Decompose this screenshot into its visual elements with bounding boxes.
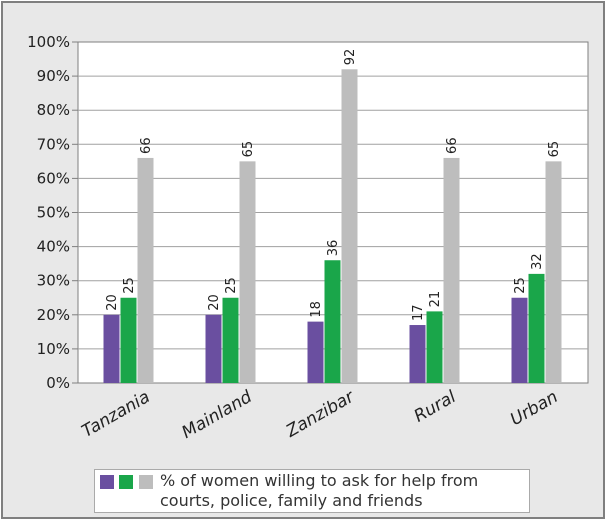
- y-tick-label: 70%: [37, 135, 70, 153]
- bar: [324, 260, 341, 383]
- bar-value-label: 66: [139, 137, 154, 154]
- bar: [545, 161, 562, 383]
- bar-value-label: 65: [547, 141, 562, 158]
- y-tick-label: 40%: [37, 238, 70, 256]
- bar-value-label: 18: [309, 301, 324, 318]
- bar-value-label: 25: [122, 277, 137, 294]
- bar: [103, 314, 120, 383]
- bar-value-label: 25: [513, 277, 528, 294]
- y-tick-label: 100%: [27, 33, 70, 51]
- bar: [511, 297, 528, 383]
- bar: [239, 161, 256, 383]
- bar-value-label: 20: [105, 294, 120, 311]
- bar-value-label: 21: [428, 291, 443, 308]
- y-axis-ticks: 0% 10% 20% 30% 40% 50% 60% 70% 80% 90% 100%: [27, 33, 78, 392]
- category-label: Rural: [411, 387, 460, 427]
- bar: [222, 297, 239, 383]
- bar: [205, 314, 222, 383]
- legend-swatch-2: [119, 475, 133, 489]
- legend-swatch-1: [100, 475, 114, 489]
- bar-value-label: 92: [343, 49, 358, 66]
- category-label: Zanzibar: [282, 387, 358, 443]
- y-tick-label: 60%: [37, 169, 70, 187]
- bar-value-label: 17: [411, 304, 426, 321]
- y-tick-label: 80%: [37, 101, 70, 119]
- legend-swatch-3: [139, 475, 153, 489]
- bar: [307, 321, 324, 383]
- y-tick-label: 20%: [37, 306, 70, 324]
- y-tick-label: 30%: [37, 272, 70, 290]
- y-tick-label: 10%: [37, 340, 70, 358]
- bars: [103, 69, 562, 383]
- bar-value-label: 25: [224, 277, 239, 294]
- bar-value-label: 65: [241, 141, 256, 158]
- y-tick-label: 50%: [37, 204, 70, 222]
- category-labels: Tanzania Mainland Zanzibar Rural Urban: [78, 387, 561, 443]
- bar-value-label: 32: [530, 253, 545, 270]
- category-label: Urban: [507, 387, 562, 430]
- bar: [341, 69, 358, 383]
- legend-label: % of women willing to ask for help from …: [160, 471, 479, 510]
- bar: [120, 297, 137, 383]
- y-tick-label: 90%: [37, 67, 70, 85]
- bar: [409, 325, 426, 383]
- category-label: Mainland: [179, 387, 256, 443]
- bar: [528, 273, 545, 383]
- bar: [137, 157, 154, 383]
- bar: [443, 157, 460, 383]
- category-label: Tanzania: [78, 387, 153, 442]
- bar-value-label: 66: [445, 137, 460, 154]
- bar-value-label: 36: [326, 240, 341, 257]
- y-tick-label: 0%: [46, 374, 70, 392]
- legend: % of women willing to ask for help from …: [94, 469, 530, 513]
- bar-value-label: 20: [207, 294, 222, 311]
- bar: [426, 311, 443, 383]
